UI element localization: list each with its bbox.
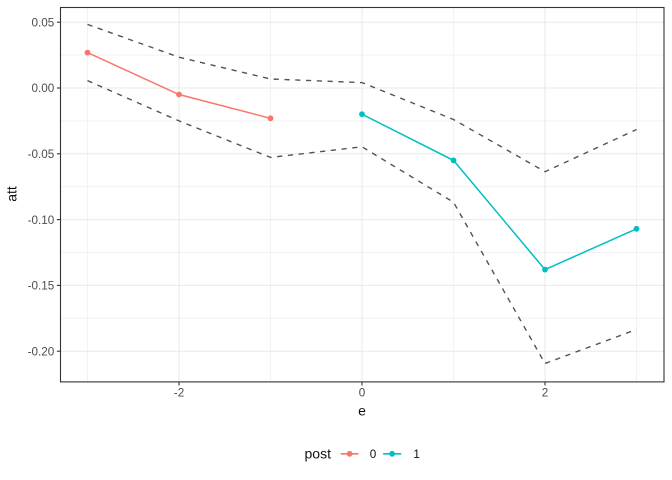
svg-text:0.00: 0.00 (32, 82, 55, 95)
svg-text:att: att (4, 186, 20, 202)
svg-text:2: 2 (542, 387, 549, 400)
svg-text:e: e (358, 403, 366, 419)
svg-text:-2: -2 (174, 387, 184, 400)
svg-text:-0.05: -0.05 (28, 148, 55, 161)
svg-text:-0.10: -0.10 (28, 214, 55, 227)
svg-text:post: post (305, 446, 332, 462)
svg-text:-0.20: -0.20 (28, 345, 55, 358)
svg-text:1: 1 (413, 448, 420, 461)
svg-text:0: 0 (370, 448, 377, 461)
svg-text:0: 0 (359, 387, 366, 400)
svg-text:-0.15: -0.15 (28, 280, 55, 293)
svg-text:0.05: 0.05 (32, 16, 55, 29)
